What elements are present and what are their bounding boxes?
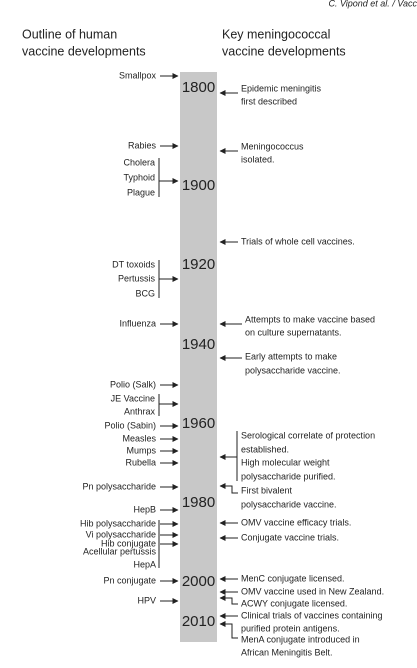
meningococcal-event: Trials of whole cell vaccines. (241, 236, 355, 246)
meningococcal-event: Epidemic meningitis (241, 83, 322, 93)
year: 1980 (182, 494, 215, 511)
human-vaccine: Hib polysaccharide (80, 518, 156, 528)
meningococcal-event: first described (241, 96, 297, 106)
meningococcal-event: High molecular weight (241, 457, 330, 467)
year: 1960 (182, 415, 215, 432)
human-vaccine: Pn conjugate (103, 575, 156, 585)
human-vaccine: Cholera (123, 157, 155, 167)
meningococcal-event: OMV vaccine efficacy trials. (241, 517, 351, 527)
human-vaccine: Hib conjugate (101, 538, 156, 548)
human-vaccine: Smallpox (119, 70, 157, 80)
meningococcal-event: polysaccharide purified. (241, 471, 336, 481)
meningococcal-event: First bivalent (241, 485, 293, 495)
human-vaccine: HepB (133, 504, 156, 514)
right-header: Key meningococcal (222, 27, 330, 41)
year: 1920 (182, 256, 215, 273)
human-vaccine: Rubella (125, 457, 156, 467)
meningococcal-event: isolated. (241, 154, 275, 164)
meningococcal-event: Meningococcus (241, 141, 304, 151)
human-vaccine: Plague (127, 187, 155, 197)
meningococcal-event: established. (241, 444, 289, 454)
human-vaccine: Mumps (126, 445, 156, 455)
year: 2000 (182, 573, 215, 590)
meningococcal-event: Conjugate vaccine trials. (241, 532, 339, 542)
meningococcal-event: African Meningitis Belt. (241, 647, 333, 657)
year: 2010 (182, 613, 215, 630)
meningococcal-event: on culture supernatants. (245, 327, 342, 337)
year: 1940 (182, 336, 215, 353)
meningococcal-event: Clinical trials of vaccines containing (241, 610, 383, 620)
left-header: Outline of human (22, 27, 117, 41)
human-vaccine: Vi polysaccharide (86, 529, 156, 539)
meningococcal-event: OMV vaccine used in New Zealand. (241, 586, 384, 596)
meningococcal-event: Early attempts to make (245, 351, 337, 361)
meningococcal-event: Attempts to make vaccine based (245, 314, 375, 324)
human-vaccine: Anthrax (124, 406, 156, 416)
running-header: C. Vipond et al. / Vacc (328, 0, 417, 8)
human-vaccine: Typhoid (123, 172, 155, 182)
meningococcal-event: polysaccharide vaccine. (241, 499, 337, 509)
human-vaccine: Influenza (119, 318, 156, 328)
year: 1800 (182, 79, 215, 96)
right-arrows (219, 90, 242, 639)
timeline-bar (180, 72, 217, 642)
human-vaccine: DT toxoids (112, 259, 155, 269)
human-vaccine: Polio (Sabin) (104, 420, 156, 430)
human-vaccine: HepA (133, 559, 156, 569)
human-vaccine: Acellular pertussis (83, 546, 157, 556)
left-arrows (158, 73, 179, 604)
meningococcal-event: MenC conjugate licensed. (241, 573, 345, 583)
human-vaccine: HPV (137, 595, 156, 605)
human-vaccine: Rabies (128, 140, 157, 150)
year: 1900 (182, 177, 215, 194)
meningococcal-event: ACWY conjugate licensed. (241, 598, 347, 608)
left-header: vaccine developments (22, 44, 146, 58)
meningococcal-event: Serological correlate of protection (241, 430, 375, 440)
human-vaccine: BCG (135, 288, 155, 298)
meningococcal-event: purified protein antigens. (241, 623, 340, 633)
human-vaccine: JE Vaccine (111, 393, 155, 403)
right-header: vaccine developments (222, 44, 346, 58)
meningococcal-event: MenA conjugate introduced in (241, 634, 360, 644)
human-vaccine: Measles (122, 433, 156, 443)
human-vaccine: Pn polysaccharide (82, 481, 156, 491)
human-vaccine: Polio (Salk) (110, 379, 156, 389)
human-vaccine: Pertussis (118, 273, 156, 283)
meningococcal-event: polysaccharide vaccine. (245, 365, 341, 375)
